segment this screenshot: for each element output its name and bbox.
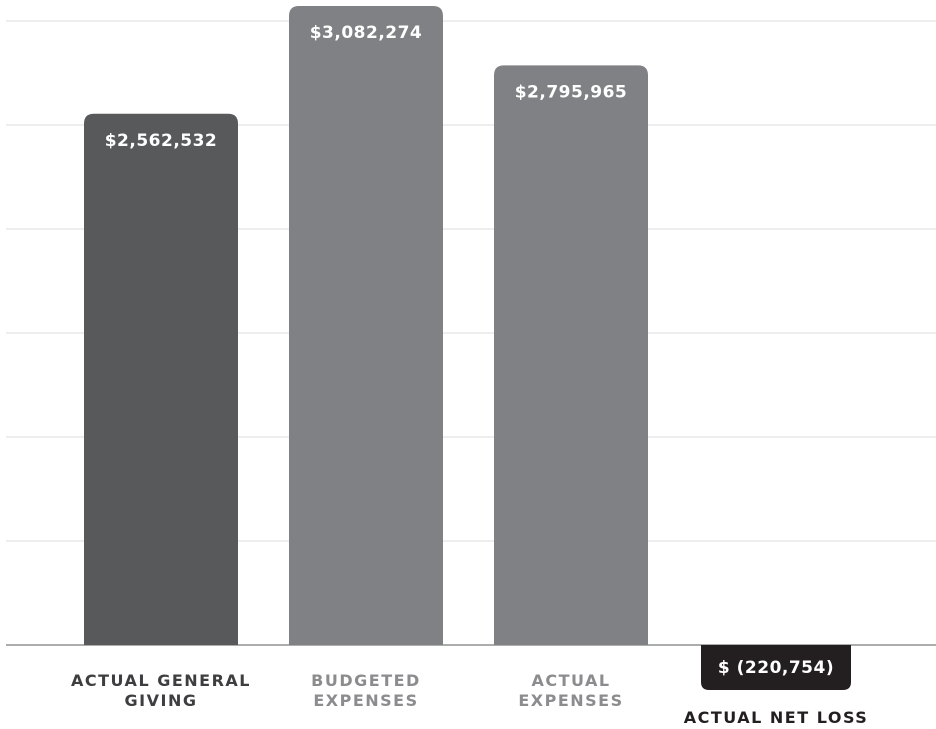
- data-label: $2,795,965: [515, 82, 628, 102]
- tick-label: ACTUAL: [531, 671, 610, 690]
- data-label: $3,082,274: [310, 23, 423, 43]
- data-label: $2,562,532: [105, 131, 218, 151]
- bars: [84, 6, 851, 690]
- tick-label: GIVING: [125, 691, 198, 710]
- tick-label: EXPENSES: [518, 691, 623, 710]
- tick-label: ACTUAL GENERAL: [71, 671, 251, 690]
- bar: [289, 6, 443, 645]
- data-label: $ (220,754): [718, 658, 834, 678]
- bar: [84, 113, 238, 645]
- bar: [494, 65, 648, 645]
- tick-label: ACTUAL NET LOSS: [684, 708, 869, 727]
- tick-label: EXPENSES: [313, 691, 418, 710]
- bar: [701, 645, 851, 690]
- tick-label: BUDGETED: [311, 671, 421, 690]
